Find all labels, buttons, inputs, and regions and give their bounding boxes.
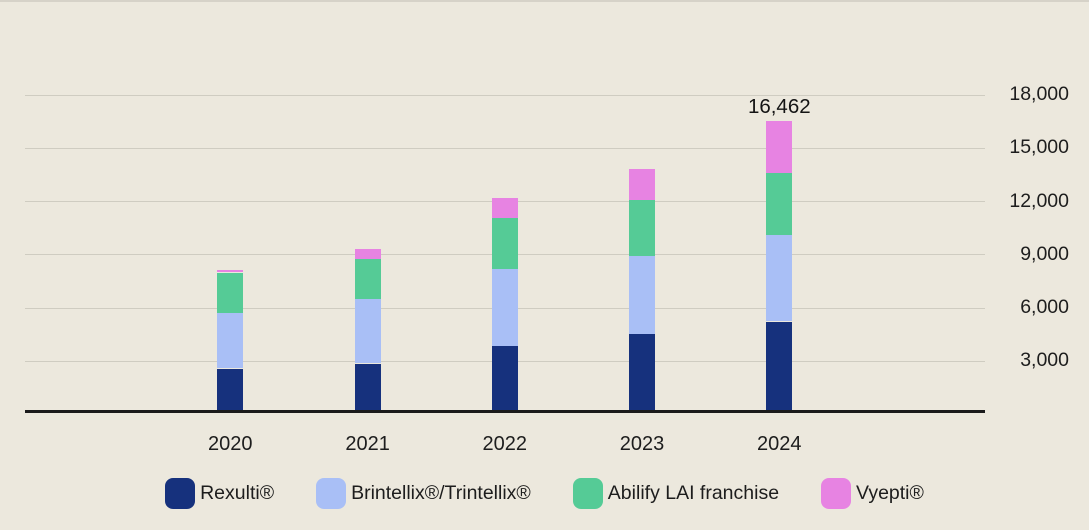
bar-segment-rexulti-2022 bbox=[491, 345, 518, 413]
legend-swatch-vyepti bbox=[821, 478, 852, 509]
x-axis-tick-label-2020: 2020 bbox=[208, 433, 253, 455]
bar-segment-rexulti-2021 bbox=[354, 363, 381, 413]
y-axis-tick-label: 6,000 bbox=[1020, 296, 1069, 319]
legend-item-abilify-lai-franchise: Abilify LAI franchise bbox=[572, 478, 780, 509]
bar-segment-vyepti-2022 bbox=[491, 198, 518, 218]
legend-label-vyepti: Vyepti® bbox=[856, 482, 924, 504]
legend-item-brintellix-trintellix: Brintellix®/Trintellix® bbox=[316, 478, 531, 509]
bar-segment-vyepti-2021 bbox=[354, 249, 381, 259]
y-axis-tick-label: 3,000 bbox=[1020, 349, 1069, 372]
bar-segment-brintellix-trintellix-2024 bbox=[766, 235, 793, 322]
legend-label-brintellix-trintellix: Brintellix®/Trintellix® bbox=[351, 482, 531, 504]
x-axis-tick-label-2021: 2021 bbox=[345, 433, 390, 455]
y-axis-tick-label: 9,000 bbox=[1020, 242, 1069, 265]
x-axis-line bbox=[25, 409, 985, 413]
y-axis-tick-label: 18,000 bbox=[1009, 83, 1069, 106]
x-axis-tick-label-2022: 2022 bbox=[482, 433, 528, 455]
bar-segment-brintellix-trintellix-2020 bbox=[217, 313, 244, 369]
bar-segment-abilify-lai-franchise-2024 bbox=[766, 172, 793, 236]
gridline-18000 bbox=[25, 94, 985, 96]
legend-label-rexulti: Rexulti® bbox=[200, 482, 275, 504]
gridline-15000 bbox=[25, 147, 985, 149]
legend: Rexulti® Brintellix®/Trintellix® Abilify… bbox=[0, 478, 1089, 509]
bar-segment-brintellix-trintellix-2021 bbox=[354, 299, 381, 364]
bar-segment-brintellix-trintellix-2023 bbox=[629, 256, 655, 334]
bar-segment-vyepti-2024 bbox=[766, 121, 793, 173]
legend-swatch-rexulti bbox=[165, 478, 196, 509]
legend-item-rexulti: Rexulti® bbox=[165, 478, 274, 509]
y-axis-tick-label: 12,000 bbox=[1009, 189, 1069, 212]
bar-segment-abilify-lai-franchise-2023 bbox=[629, 200, 655, 257]
bar-segment-brintellix-trintellix-2022 bbox=[491, 268, 518, 346]
bar-segment-rexulti-2023 bbox=[629, 333, 655, 413]
total-value-label-2024: 16,462 bbox=[747, 95, 811, 118]
legend-item-vyepti: Vyepti® bbox=[821, 478, 924, 509]
bar-segment-rexulti-2020 bbox=[217, 368, 244, 413]
legend-label-abilify-lai-franchise: Abilify LAI franchise bbox=[607, 482, 780, 504]
bar-segment-abilify-lai-franchise-2020 bbox=[217, 272, 244, 314]
bar-segment-vyepti-2023 bbox=[629, 169, 655, 201]
legend-swatch-abilify-lai-franchise bbox=[572, 478, 603, 509]
bar-segment-abilify-lai-franchise-2022 bbox=[491, 217, 518, 269]
legend-swatch-brintellix-trintellix bbox=[316, 478, 347, 509]
x-axis-tick-label-2024: 2024 bbox=[757, 433, 802, 455]
x-axis-tick-label-2023: 2023 bbox=[619, 433, 665, 455]
bar-segment-vyepti-2020 bbox=[217, 269, 244, 273]
bar-segment-abilify-lai-franchise-2021 bbox=[354, 258, 381, 300]
bar-segment-rexulti-2024 bbox=[766, 321, 793, 413]
y-axis-tick-label: 15,000 bbox=[1009, 136, 1069, 159]
